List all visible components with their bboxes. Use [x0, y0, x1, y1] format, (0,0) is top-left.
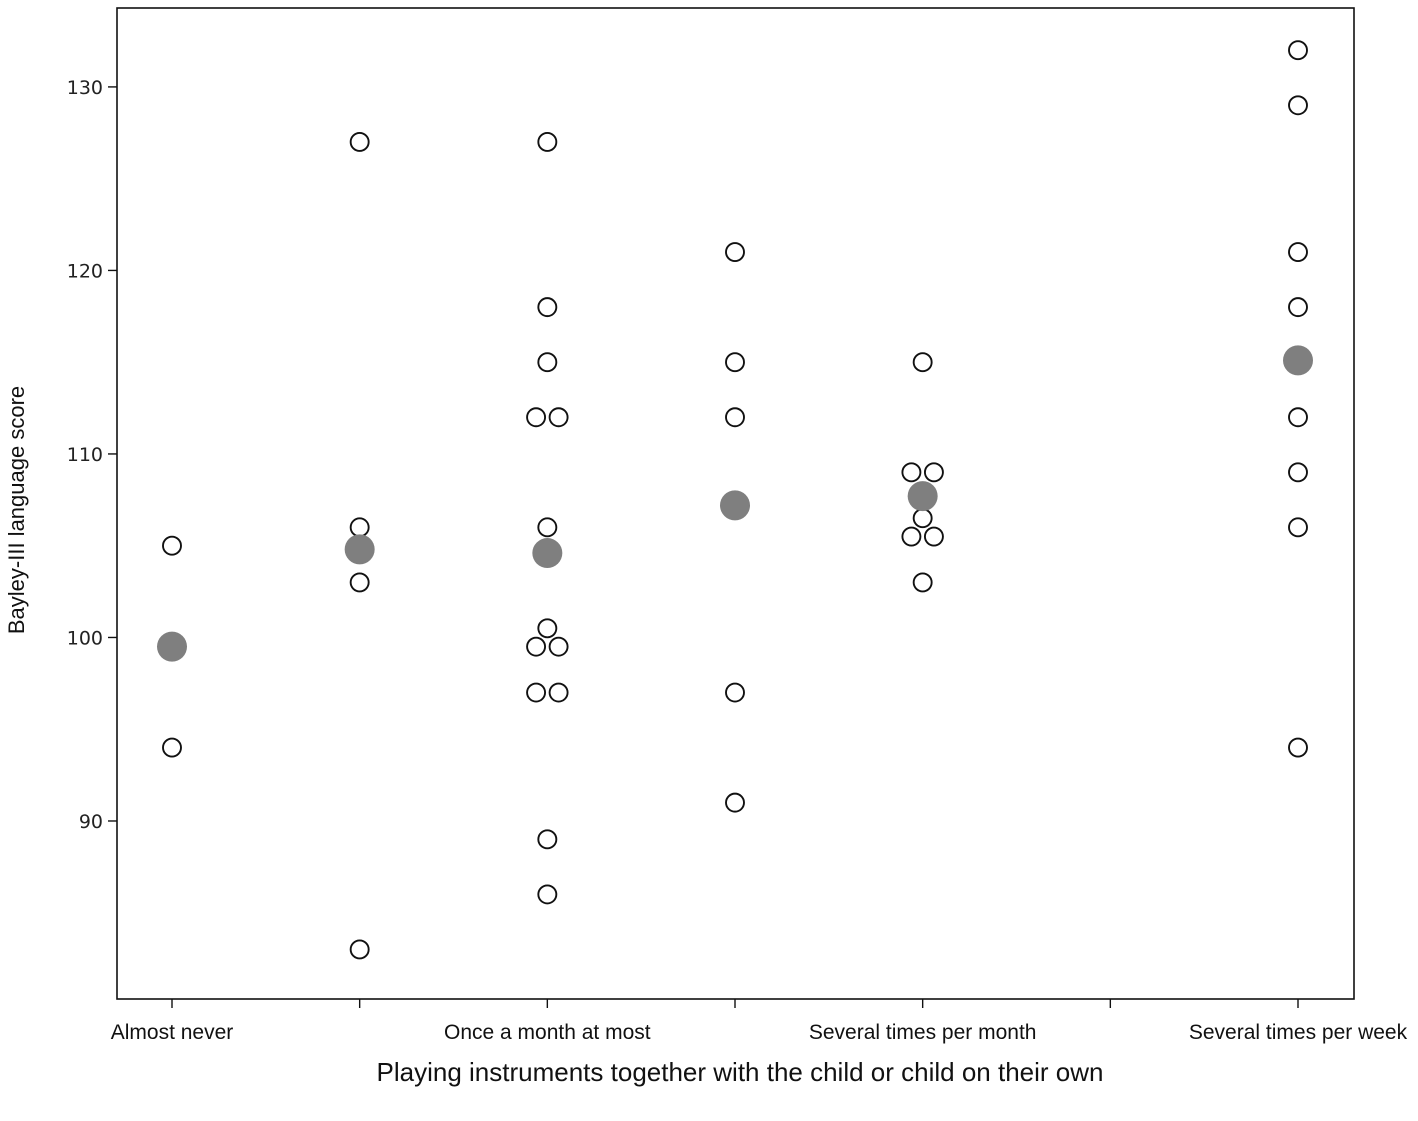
x-axis: Almost never Once a month at most Several … [111, 999, 1408, 1044]
mean-points [157, 345, 1313, 662]
mean-score-point [907, 481, 938, 512]
individual-score-point [537, 517, 558, 538]
individual-score-point [912, 352, 933, 373]
individual-score-point [537, 132, 558, 152]
y-tick-label: 100 [67, 627, 103, 649]
x-category-label: Once a month at most [444, 1021, 651, 1044]
individual-score-point [725, 407, 745, 428]
individual-score-point [1288, 407, 1308, 428]
individual-score-point [912, 572, 933, 593]
individual-score-point [901, 526, 922, 547]
individual-score-point [923, 526, 944, 547]
individual-score-point [537, 829, 558, 850]
mean-score-point [720, 490, 750, 521]
y-tick-label: 90 [79, 811, 103, 833]
individual-score-point [537, 884, 558, 905]
y-axis-title: Bayley-III language score [4, 386, 29, 634]
individual-score-point [1288, 95, 1308, 116]
x-axis-title: Playing instruments together with the ch… [377, 1057, 1104, 1087]
mean-score-point [157, 631, 187, 662]
individual-score-point [349, 572, 370, 593]
mean-score-point [1283, 345, 1313, 376]
individual-score-point [923, 462, 944, 483]
y-tick-label: 110 [67, 444, 103, 466]
individual-score-point [537, 618, 558, 639]
individual-score-point [548, 407, 569, 428]
individual-score-point [1288, 737, 1308, 758]
individual-score-point [349, 939, 370, 960]
y-axis: 90 100 110 120 130 [67, 77, 117, 833]
individual-score-point [1288, 40, 1308, 61]
individual-score-point [526, 682, 547, 703]
individual-score-point [548, 682, 569, 703]
individual-score-point [537, 297, 558, 318]
individual-score-point [526, 636, 547, 657]
individual-score-point [162, 535, 182, 556]
y-tick-label: 120 [67, 260, 103, 282]
y-tick-label: 130 [67, 77, 103, 99]
individual-score-point [912, 508, 933, 529]
mean-score-point [344, 534, 375, 565]
x-category-label: Several times per week [1189, 1021, 1408, 1044]
individual-score-point [1288, 242, 1308, 263]
individual-score-point [725, 242, 745, 263]
individual-score-point [1288, 517, 1308, 538]
x-category-label: Almost never [111, 1021, 234, 1044]
individual-score-point [548, 636, 569, 657]
individual-points [162, 40, 1308, 960]
individual-score-point [725, 792, 745, 813]
individual-score-point [725, 352, 745, 373]
individual-score-point [537, 352, 558, 373]
x-category-label: Several times per month [809, 1021, 1037, 1044]
individual-score-point [162, 737, 182, 758]
mean-score-point [532, 538, 563, 569]
individual-score-point [1288, 297, 1308, 318]
individual-score-point [725, 682, 745, 703]
individual-score-point [1288, 462, 1308, 483]
individual-score-point [901, 462, 922, 483]
individual-score-point [349, 517, 370, 538]
individual-score-point [526, 407, 547, 428]
individual-score-point [349, 132, 370, 152]
